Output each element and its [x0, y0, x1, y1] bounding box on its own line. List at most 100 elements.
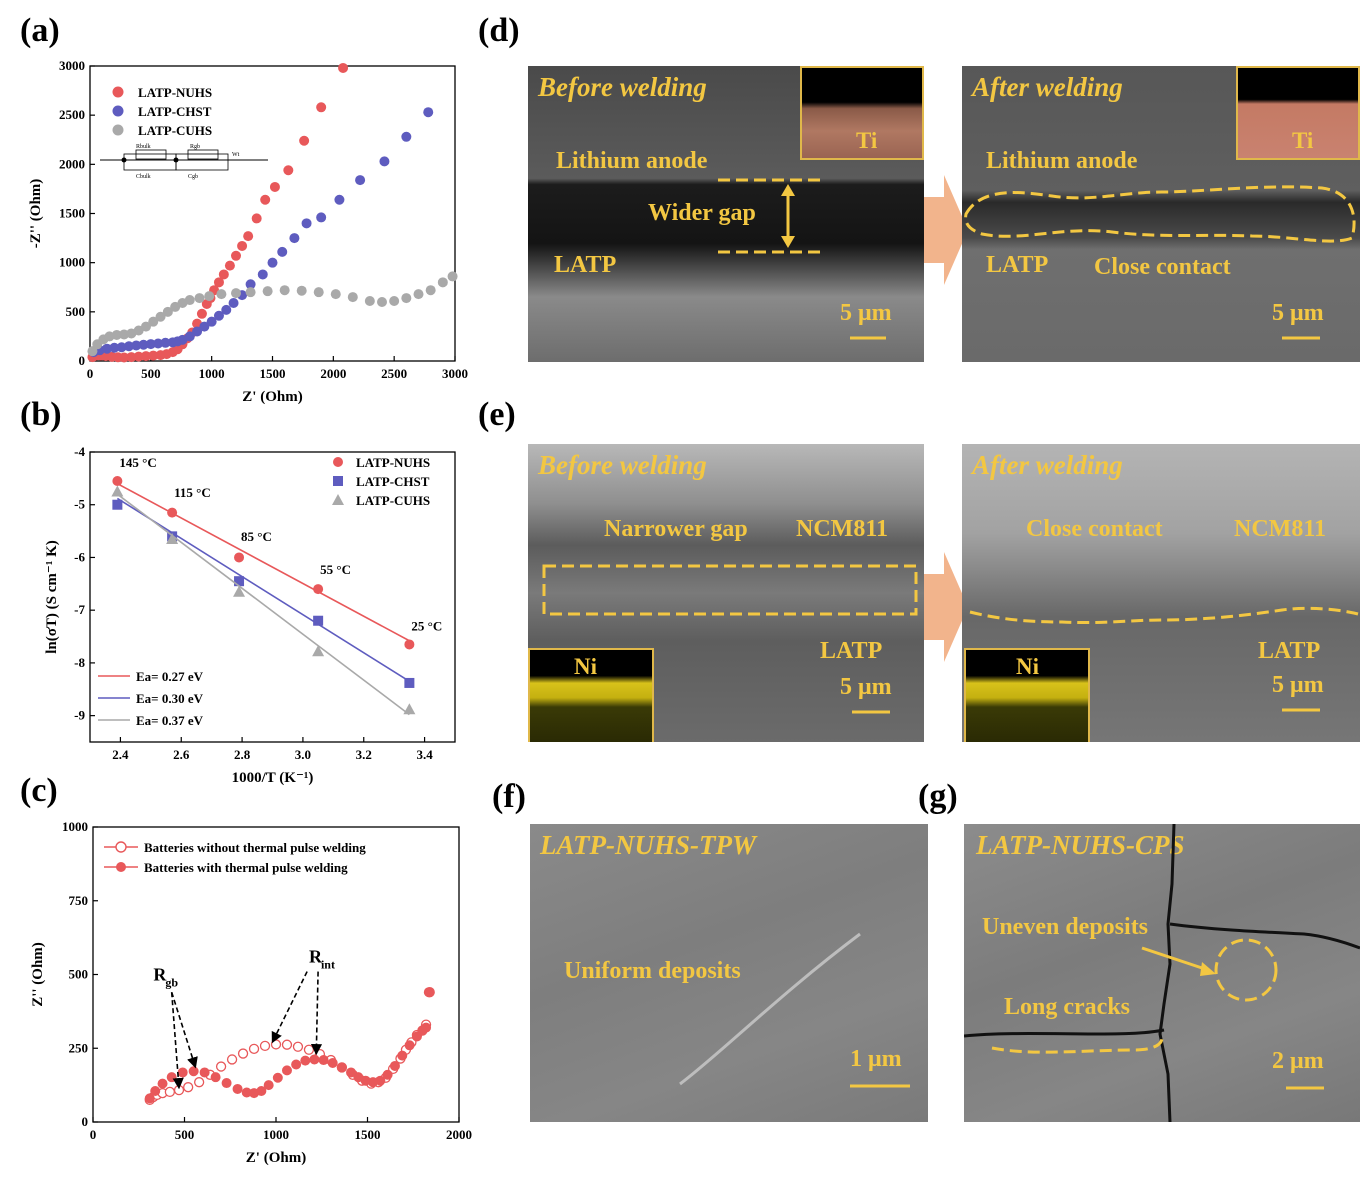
data-point-LATP-CUHS	[119, 329, 130, 340]
interface-line	[969, 606, 1359, 712]
data-point-with-welding	[177, 1067, 188, 1078]
data-point-LATP-CHST	[401, 131, 412, 142]
sem-d-after-lithium-label: Lithium anode	[986, 148, 1138, 174]
y-tick-label: -5	[74, 497, 85, 512]
x-tick-label: 2.8	[234, 747, 251, 762]
sem-f-title: LATP-NUHS-TPW	[540, 830, 756, 860]
data-point-without-welding	[183, 1082, 194, 1093]
data-point-with-welding	[309, 1054, 320, 1065]
data-point-with-welding	[210, 1072, 221, 1083]
data-point-with-welding	[375, 1075, 386, 1086]
circuit-loop	[175, 153, 229, 171]
fit-line-LATP-CUHS	[116, 493, 410, 716]
data-point-LATP-CHST	[355, 175, 366, 186]
data-point-LATP-CHST	[160, 337, 171, 348]
y-tick-label: 3000	[59, 58, 85, 73]
data-point-LATP-CUHS	[111, 329, 122, 340]
data-point-LATP-CUHS	[184, 295, 195, 306]
temperature-label: 115 °C	[174, 485, 211, 500]
interface-outline	[964, 185, 1356, 340]
data-point-LATP-NUHS	[148, 350, 159, 361]
x-tick-label: 3000	[442, 366, 468, 381]
sem-e-before-title: Before welding	[538, 450, 707, 480]
sem-g-features	[964, 824, 1360, 1122]
data-point-LATP-CUHS	[330, 289, 341, 300]
sem-d-after-scale: 5 μm	[1272, 300, 1324, 326]
legend-marker-without-welding	[115, 841, 127, 853]
rgb-annotation-subscript: gb	[165, 975, 178, 989]
data-point-LATP-NUHS	[251, 213, 262, 224]
data-point-LATP-NUHS	[313, 584, 324, 595]
data-point-with-welding	[272, 1072, 283, 1083]
chart-b: 2.4 2.6 2.8 3.0 3.2 3.4 -4 -5 -6 -7 -8 -9 1000/T (K⁻…	[44, 444, 456, 786]
temperature-label: 85 °C	[241, 529, 272, 544]
x-axis-label: Z' (Ohm)	[246, 1150, 306, 1166]
fit-legend-label: Ea= 0.27 eV	[136, 669, 204, 684]
data-point-LATP-CUHS	[413, 289, 424, 300]
panel-label-c: (c)	[20, 772, 58, 809]
sem-e-after-latp-label: LATP	[1258, 638, 1321, 664]
legend-label: LATP-CHST	[138, 104, 212, 119]
data-point-LATP-NUHS	[119, 352, 130, 363]
temperature-label: 55 °C	[320, 562, 351, 577]
y-tick-label: 0	[82, 1114, 89, 1129]
data-point-LATP-CUHS	[364, 296, 375, 307]
y-tick-label: 1500	[59, 206, 85, 221]
rint-annotation-subscript: int	[321, 958, 335, 972]
data-point-LATP-NUHS	[404, 639, 415, 650]
circuit-label: Cgb	[188, 174, 198, 180]
data-point-with-welding	[291, 1059, 302, 1070]
data-point-LATP-NUHS	[283, 165, 294, 176]
data-point-LATP-CUHS	[425, 285, 436, 296]
annotation-arrow	[271, 971, 308, 1044]
data-point-LATP-CHST	[234, 576, 245, 587]
sem-f-deposits-label: Uniform deposits	[564, 958, 741, 984]
data-point-LATP-CHST	[213, 310, 224, 321]
sem-d-before-scale: 5 μm	[840, 300, 892, 326]
legend-label: LATP-CUHS	[138, 123, 212, 138]
y-tick-label: 750	[69, 893, 89, 908]
data-point-LATP-NUHS	[167, 507, 178, 518]
sem-e-before-ncm-label: NCM811	[796, 516, 888, 542]
data-point-LATP-CUHS	[447, 271, 458, 282]
data-point-LATP-NUHS	[237, 240, 248, 251]
data-point-with-welding	[157, 1078, 168, 1089]
data-point-LATP-NUHS	[224, 260, 235, 271]
data-point-with-welding	[327, 1058, 338, 1068]
sem-d-before-gap-label: Wider gap	[648, 200, 756, 226]
data-point-LATP-CUHS	[170, 301, 181, 312]
data-point-LATP-CHST	[138, 339, 149, 350]
y-axis-label: Z'' (Ohm)	[30, 942, 46, 1007]
sem-e-before-scale: 5 μm	[840, 674, 892, 700]
data-point-LATP-NUHS	[213, 277, 224, 288]
data-point-LATP-NUHS	[260, 194, 271, 205]
circuit-label: Rgb	[190, 144, 200, 150]
legend-marker-LATP-CUHS	[112, 124, 124, 136]
data-point-LATP-CHST	[301, 218, 312, 229]
sem-e-after-scale: 5 μm	[1272, 672, 1324, 698]
x-tick-label: 3.4	[416, 747, 433, 762]
data-point-LATP-CHST	[102, 343, 113, 354]
data-point-without-welding	[259, 1040, 271, 1052]
data-point-LATP-CUHS	[401, 293, 412, 304]
data-point-LATP-CUHS	[233, 585, 246, 597]
x-tick-label: 500	[175, 1127, 195, 1142]
data-point-LATP-CUHS	[262, 286, 273, 297]
data-point-LATP-CHST	[221, 304, 232, 315]
y-axis-label: -Z'' (Ohm)	[28, 179, 44, 249]
y-tick-label: 1000	[62, 819, 88, 834]
panel-label-g: (g)	[918, 778, 958, 815]
data-point-LATP-CUHS	[111, 485, 124, 497]
data-point-LATP-CUHS	[437, 277, 448, 288]
sem-g-title: LATP-NUHS-CPS	[976, 830, 1185, 860]
process-arrow-d	[924, 175, 968, 285]
data-point-with-welding	[281, 1065, 292, 1076]
legend-marker-LATP-CHST	[112, 105, 124, 117]
sem-d-after: After welding Lithium anode LATP Close c…	[962, 66, 1360, 362]
panel-label-a: (a)	[20, 12, 60, 49]
y-tick-label: -9	[74, 708, 85, 723]
data-point-LATP-CUHS	[133, 325, 144, 336]
data-point-LATP-CUHS	[148, 316, 159, 327]
sem-d-after-title: After welding	[972, 72, 1123, 102]
data-point-LATP-CHST	[423, 107, 434, 118]
